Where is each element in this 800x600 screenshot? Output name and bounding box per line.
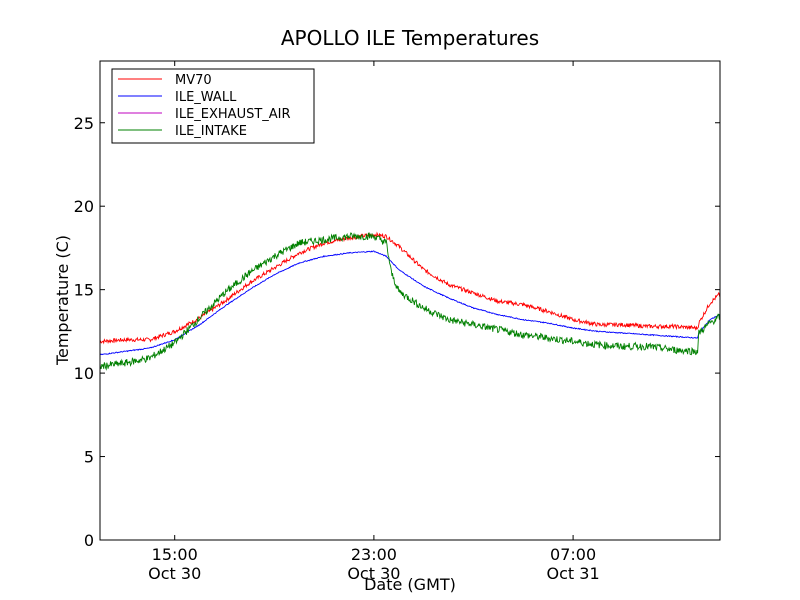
series-layer [99, 231, 721, 371]
y-tick-label: 25 [74, 114, 94, 133]
x-axis-label: Date (GMT) [364, 575, 456, 594]
series-line-mv70 [99, 231, 721, 345]
y-tick-label: 10 [74, 364, 94, 383]
legend-box [111, 68, 315, 144]
y-tick-label: 20 [74, 197, 94, 216]
x-tick-date-label: Oct 30 [148, 564, 201, 583]
x-tick-date-label: Oct 30 [347, 564, 400, 583]
series-line-ile-wall [99, 250, 721, 356]
legend-label: ILE_WALL [175, 90, 237, 105]
plot-frame [99, 60, 721, 541]
x-tick-time-label: 07:00 [550, 545, 596, 564]
legend-label: MV70 [175, 73, 212, 88]
y-tick-label: 0 [84, 531, 94, 550]
y-axis-ticks: 0 5 10 15 20 25 [74, 114, 720, 550]
x-tick-time-label: 23:00 [351, 545, 397, 564]
series-line-ile-intake [99, 232, 721, 371]
y-tick-label: 5 [84, 448, 94, 467]
x-tick-time-label: 15:00 [152, 545, 198, 564]
chart-title: APOLLO ILE Temperatures [281, 26, 539, 50]
x-tick-date-label: Oct 31 [547, 564, 600, 583]
y-tick-label: 15 [74, 281, 94, 300]
legend-label: ILE_EXHAUST_AIR [175, 107, 291, 122]
legend: MV70 ILE_WALL ILE_EXHAUST_AIR ILE_INTAKE [111, 68, 315, 144]
legend-label: ILE_INTAKE [175, 124, 247, 139]
y-axis-label: Temperature (C) [53, 235, 72, 366]
